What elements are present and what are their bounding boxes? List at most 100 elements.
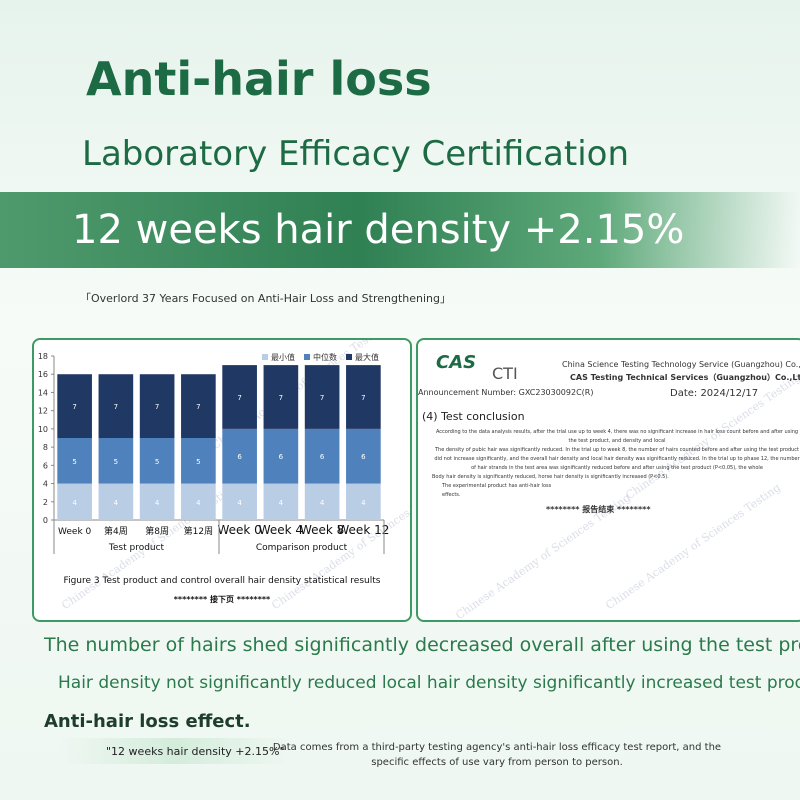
y-tick-label: 8 [43, 443, 48, 452]
bar-segment [222, 483, 257, 520]
bar-segment [57, 438, 92, 484]
bar-segment [222, 365, 257, 429]
tagline: 「Overlord 37 Years Focused on Anti-Hair … [80, 292, 451, 305]
bar-segment [346, 365, 381, 429]
paragraph: The density of pubic hair was significan… [434, 447, 800, 471]
data-label: 7 [114, 403, 118, 411]
announcement: Announcement Number: GXC23030092C(R) [418, 388, 594, 397]
data-label: 4 [237, 499, 242, 507]
data-label: 7 [237, 394, 241, 402]
bar-segment [98, 483, 134, 520]
logo-cas: CAS [436, 352, 477, 373]
data-label: 6 [237, 453, 242, 461]
title: Anti-hair loss [86, 52, 432, 106]
data-label: 4 [279, 499, 284, 507]
legend-label: 中位数 [313, 352, 337, 362]
bar-segment [304, 428, 340, 484]
legend-swatch [304, 354, 310, 360]
footer-line: Anti-hair loss effect. [44, 711, 251, 732]
bar-segment [139, 438, 175, 484]
company: China Science Testing Technology Service… [562, 360, 800, 369]
caption: Figure 3 Test product and control overal… [64, 576, 381, 586]
group-label: Comparison product [256, 543, 348, 553]
bar-segment [139, 483, 175, 520]
legend-label: 最大值 [355, 352, 379, 362]
x-tick-label: Week 0 [217, 523, 261, 537]
data-label: 7 [155, 403, 159, 411]
bar-segment [57, 374, 92, 438]
group-label: Test product [108, 543, 165, 553]
x-tick-label: Week 4 [259, 523, 303, 537]
x-tick-label: Week 0 [58, 527, 92, 537]
continued: ******** 接下页 ******** [174, 594, 271, 604]
data-label: 7 [196, 403, 200, 411]
data-label: 4 [361, 499, 366, 507]
report-panel: Chinese Academy of Sciences Testing Chin… [416, 338, 800, 622]
bar-segment [222, 428, 257, 484]
y-tick-label: 10 [38, 425, 48, 434]
data-label: 7 [279, 394, 283, 402]
data-label: 4 [155, 499, 160, 507]
data-label: 7 [361, 394, 365, 402]
data-label: 5 [155, 458, 159, 466]
y-tick-label: 18 [38, 352, 48, 361]
banner-text: 12 weeks hair density +2.15% [72, 207, 685, 253]
data-label: 7 [72, 403, 76, 411]
bar-segment [57, 483, 92, 520]
bar-segment [181, 483, 216, 520]
footer-line: Hair density not significantly reduced l… [58, 673, 800, 693]
x-tick-label: 第4周 [104, 525, 128, 537]
footer-line: The number of hairs shed significantly d… [44, 634, 800, 656]
bar-segment [304, 483, 340, 520]
data-label: 6 [279, 453, 284, 461]
data-label: 5 [196, 458, 200, 466]
legend-label: 最小值 [271, 352, 295, 362]
y-tick-label: 14 [38, 388, 48, 397]
y-tick-label: 4 [43, 480, 48, 489]
bar-segment [98, 374, 134, 438]
chart-panel: Chinese Academy of Sciences Testing Chin… [32, 338, 412, 622]
bar-segment [98, 438, 134, 484]
conclusion: According to the data analysis results, … [432, 428, 800, 500]
y-tick-label: 0 [43, 516, 48, 525]
bar-segment [139, 374, 175, 438]
data-label: 6 [320, 453, 325, 461]
paragraph: The experimental product has anti-hair l… [442, 483, 552, 498]
y-tick-label: 16 [38, 370, 48, 379]
subtitle: Laboratory Efficacy Certification [82, 134, 630, 174]
bar-segment [263, 428, 299, 484]
paragraph: According to the data analysis results, … [435, 429, 799, 444]
legend-swatch [346, 354, 352, 360]
paragraph: Body hair density is significantly reduc… [432, 474, 669, 480]
bar-segment [181, 374, 216, 438]
report-end: ******** 报告结束 ******** [546, 505, 651, 514]
data-label: 4 [320, 499, 325, 507]
data-label: 4 [196, 499, 201, 507]
x-tick-label: 第12周 [184, 525, 213, 537]
y-tick-label: 2 [43, 498, 48, 507]
bar-segment [346, 483, 381, 520]
quote: "12 weeks hair density +2.15%" [106, 745, 285, 758]
x-tick-label: 第8周 [145, 525, 169, 537]
data-label: 5 [72, 458, 76, 466]
bar-segment [346, 428, 381, 484]
bar-segment [181, 438, 216, 484]
data-label: 4 [72, 499, 77, 507]
data-label: 7 [320, 394, 324, 402]
bar-segment [304, 365, 340, 429]
company-en: CAS Testing Technical Services（Guangzhou… [570, 373, 800, 382]
data-label: 5 [114, 458, 118, 466]
disclaimer: Data comes from a third-party testing ag… [272, 742, 722, 768]
data-label: 6 [361, 453, 366, 461]
legend-swatch [262, 354, 268, 360]
date: Date: 2024/12/17 [670, 388, 759, 399]
banner-band [0, 192, 800, 268]
quote-band [60, 738, 290, 764]
logo-cti: CTI [492, 364, 518, 383]
section-heading: (4) Test conclusion [422, 410, 525, 423]
data-label: 4 [114, 499, 119, 507]
chart: 0 2 4 6 8 10 12 14 16 18 4 5 7 Week 0 4 5 7 第4周 4 5 7 第8周 4 5 7 第… [38, 352, 390, 604]
bar-segment [263, 483, 299, 520]
x-tick-label: Week 12 [337, 523, 389, 537]
